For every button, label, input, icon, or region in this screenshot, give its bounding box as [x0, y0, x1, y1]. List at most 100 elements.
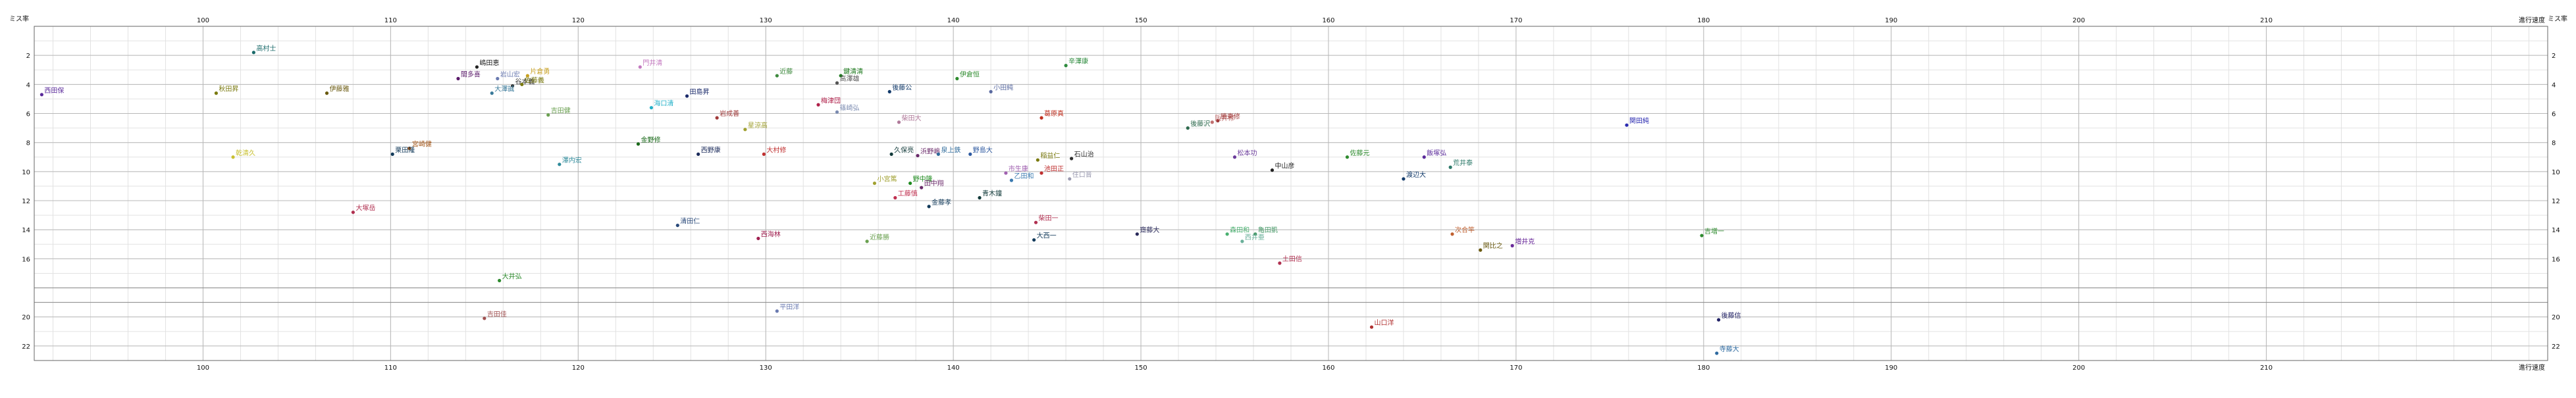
data-point [1717, 318, 1721, 322]
data-point-label: 鍵清清 [843, 67, 863, 76]
data-point-label: 次合竿 [1455, 226, 1475, 234]
data-point-label: 吉田佳 [487, 310, 507, 318]
data-point [762, 152, 766, 156]
x-tick-label-bottom: 160 [1322, 364, 1334, 372]
data-point [756, 236, 760, 241]
data-point [520, 82, 524, 86]
y-tick-label-left: 2 [26, 53, 30, 60]
data-point [936, 152, 940, 156]
data-point [865, 239, 869, 243]
y-tick-label-left: 12 [22, 198, 30, 205]
data-point [649, 106, 654, 110]
data-point-label: 澤内宏 [562, 156, 582, 164]
data-point-label: 飯塚弘 [1427, 149, 1446, 157]
data-point [697, 152, 700, 156]
data-point-label: 大澤誠 [494, 85, 514, 93]
data-point [351, 211, 355, 214]
data-point [1032, 238, 1036, 242]
data-point-label: 平田洋 [779, 303, 799, 311]
data-point-label: 住口晋 [1072, 170, 1092, 179]
data-point [1450, 232, 1454, 236]
data-point-label: 佐藤義 [525, 76, 544, 84]
data-point-label: 工藤慎 [898, 189, 918, 198]
data-point-label: 乾清久 [236, 149, 255, 157]
data-point-label: 後藤沢 [1190, 120, 1210, 128]
data-point [916, 153, 920, 158]
data-point-label: 柴田大 [902, 114, 922, 122]
data-point [490, 91, 494, 95]
x-tick-label-top: 210 [2260, 17, 2273, 24]
y-tick-label-right: 12 [2552, 198, 2560, 205]
y-axis-label-left: ミス率 [9, 14, 29, 23]
data-point [1009, 178, 1014, 182]
data-point-label: 齋藤大 [1140, 226, 1159, 234]
data-point [636, 142, 641, 146]
data-point [775, 74, 779, 78]
data-point [498, 278, 502, 283]
data-point [231, 155, 235, 159]
data-point-label: 寺藤大 [1720, 345, 1739, 353]
data-point-label: 浜野嶋 [920, 147, 940, 156]
y-tick-label-left: 16 [22, 256, 30, 263]
data-point [1039, 116, 1043, 120]
data-point-label: 佐藤元 [1350, 149, 1369, 157]
x-tick-label-bottom: 180 [1697, 364, 1710, 372]
data-point-label: 大西一 [1037, 232, 1057, 240]
data-point [675, 223, 679, 228]
data-point [839, 74, 843, 78]
data-point-label: 近藤勝 [870, 233, 889, 241]
x-tick-label-top: 100 [197, 17, 209, 24]
x-tick-label-bottom: 170 [1510, 364, 1522, 372]
y-tick-label-right: 2 [2552, 53, 2556, 60]
data-point [743, 128, 747, 132]
data-point-label: 岩山宏 [500, 70, 520, 79]
data-point [927, 205, 931, 209]
data-point-label: 石山治 [1074, 150, 1094, 159]
data-point-label: 泉上鉄 [941, 145, 960, 154]
x-tick-label-bottom: 110 [384, 364, 397, 372]
data-point-label: 後藤公 [892, 83, 912, 91]
data-point [1068, 177, 1072, 181]
y-tick-label-right: 16 [2552, 256, 2560, 263]
data-point-label: 森田和 [1230, 226, 1249, 234]
x-tick-label-bottom: 130 [760, 364, 772, 372]
data-point [1253, 232, 1257, 236]
data-point [835, 110, 839, 114]
data-point-label: 小宮篤 [877, 175, 897, 184]
data-point [251, 51, 255, 55]
data-point [1510, 243, 1514, 248]
data-point-label: 柴田一 [1039, 214, 1059, 222]
data-point [510, 84, 515, 88]
data-point [1036, 158, 1039, 162]
data-point [214, 91, 218, 95]
y-tick-label-left: 22 [22, 343, 30, 351]
data-point-label: 稲益仁 [1040, 151, 1060, 160]
data-point-label: 嶋田恵 [479, 59, 499, 67]
data-point-label: 関比之 [1483, 241, 1503, 250]
data-point-label: 宮崎健 [412, 140, 432, 149]
data-point-label: 野島大 [973, 145, 993, 154]
data-point [835, 81, 839, 85]
data-point [978, 196, 982, 200]
data-point-label: 渡辺大 [1406, 170, 1426, 179]
data-point-label: 小田純 [993, 83, 1013, 91]
data-point-label: 星涼高 [748, 121, 768, 130]
y-tick-label-left: 10 [22, 169, 30, 176]
data-point-label: 荒井泰 [1453, 159, 1473, 167]
data-point-label: 土田信 [1282, 255, 1302, 263]
data-point-label: 高澤雄 [839, 74, 859, 83]
data-point-label: 清田仁 [680, 217, 700, 226]
data-point [1240, 239, 1244, 243]
data-point [1625, 123, 1629, 127]
data-point [908, 181, 912, 186]
data-point-label: 梅津団 [821, 96, 841, 105]
data-point [816, 103, 820, 107]
data-point-label: 西井亜 [1245, 233, 1265, 241]
data-point-label: 青木鐘 [982, 189, 1002, 198]
data-point [1402, 177, 1406, 181]
data-point-label: 吉田健 [551, 107, 571, 115]
data-point-label: 吉増一 [1704, 227, 1724, 236]
